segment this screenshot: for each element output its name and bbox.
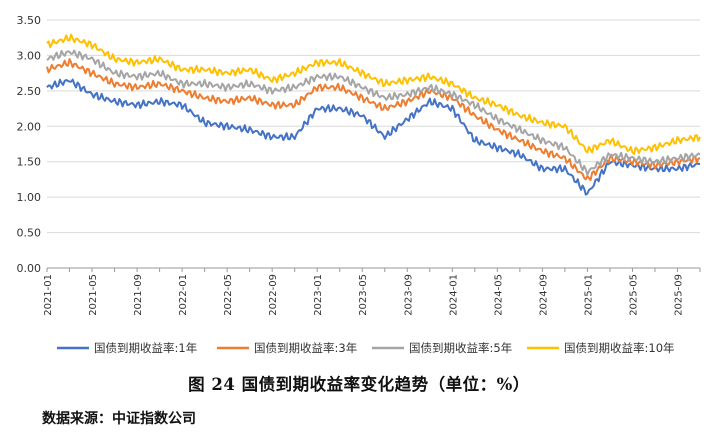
y-tick-label: 1.00	[17, 191, 42, 204]
x-tick-label: 2023-09	[403, 274, 414, 316]
series-lines	[46, 33, 701, 196]
legend-label-0: 国债到期收益率:1年	[94, 341, 197, 355]
x-tick-label: 2022-09	[268, 274, 279, 316]
legend-label-1: 国债到期收益率:3年	[254, 341, 357, 355]
x-tick-label: 2021-05	[88, 274, 99, 316]
y-tick-label: 0.50	[17, 227, 42, 240]
x-tick-label: 2022-01	[178, 274, 189, 316]
legend-label-3: 国债到期收益率:10年	[564, 341, 675, 355]
figure-caption: 图 24 国债到期收益率变化趋势（单位：%）	[188, 375, 530, 394]
series-line-0	[46, 78, 701, 196]
x-axis: 2021-01 2021-05 2021-09 2022-01 2022-05 2022-…	[43, 267, 701, 316]
legend: 国债到期收益率:1年 国债到期收益率:3年 国债到期收益率:5年 国债到期收益率:10…	[57, 341, 675, 355]
x-tick-label: 2023-05	[358, 274, 369, 316]
data-source-note: 数据来源：中证指数公司	[42, 411, 196, 427]
x-tick-label: 2025-09	[673, 274, 684, 316]
series-line-2	[46, 49, 701, 176]
y-tick-label: 2.00	[17, 120, 42, 133]
x-tick-label: 2024-09	[538, 274, 549, 316]
x-tick-label: 2025-01	[583, 274, 594, 316]
series-line-3	[46, 33, 701, 155]
x-tick-label: 2025-05	[628, 274, 639, 316]
x-tick-label: 2021-09	[133, 274, 144, 316]
y-tick-label: 1.50	[17, 156, 42, 169]
x-tick-label: 2024-05	[493, 274, 504, 316]
x-tick-label: 2023-01	[313, 274, 324, 316]
x-tick-label: 2022-05	[223, 274, 234, 316]
y-tick-label: 2.50	[17, 85, 42, 98]
y-tick-label: 3.50	[17, 14, 42, 27]
yield-line-chart: 0.00 0.50 1.00 1.50 2.00 2.50 3.00 3.50 2021-01…	[17, 14, 701, 355]
series-line-1	[46, 58, 701, 181]
y-axis-ticks: 0.00 0.50 1.00 1.50 2.00 2.50 3.00 3.50	[17, 14, 42, 275]
legend-label-2: 国债到期收益率:5年	[409, 341, 512, 355]
y-tick-label: 3.00	[17, 49, 42, 62]
x-tick-label: 2024-01	[448, 274, 459, 316]
y-tick-label: 0.00	[17, 262, 42, 275]
x-tick-label: 2021-01	[43, 274, 54, 316]
